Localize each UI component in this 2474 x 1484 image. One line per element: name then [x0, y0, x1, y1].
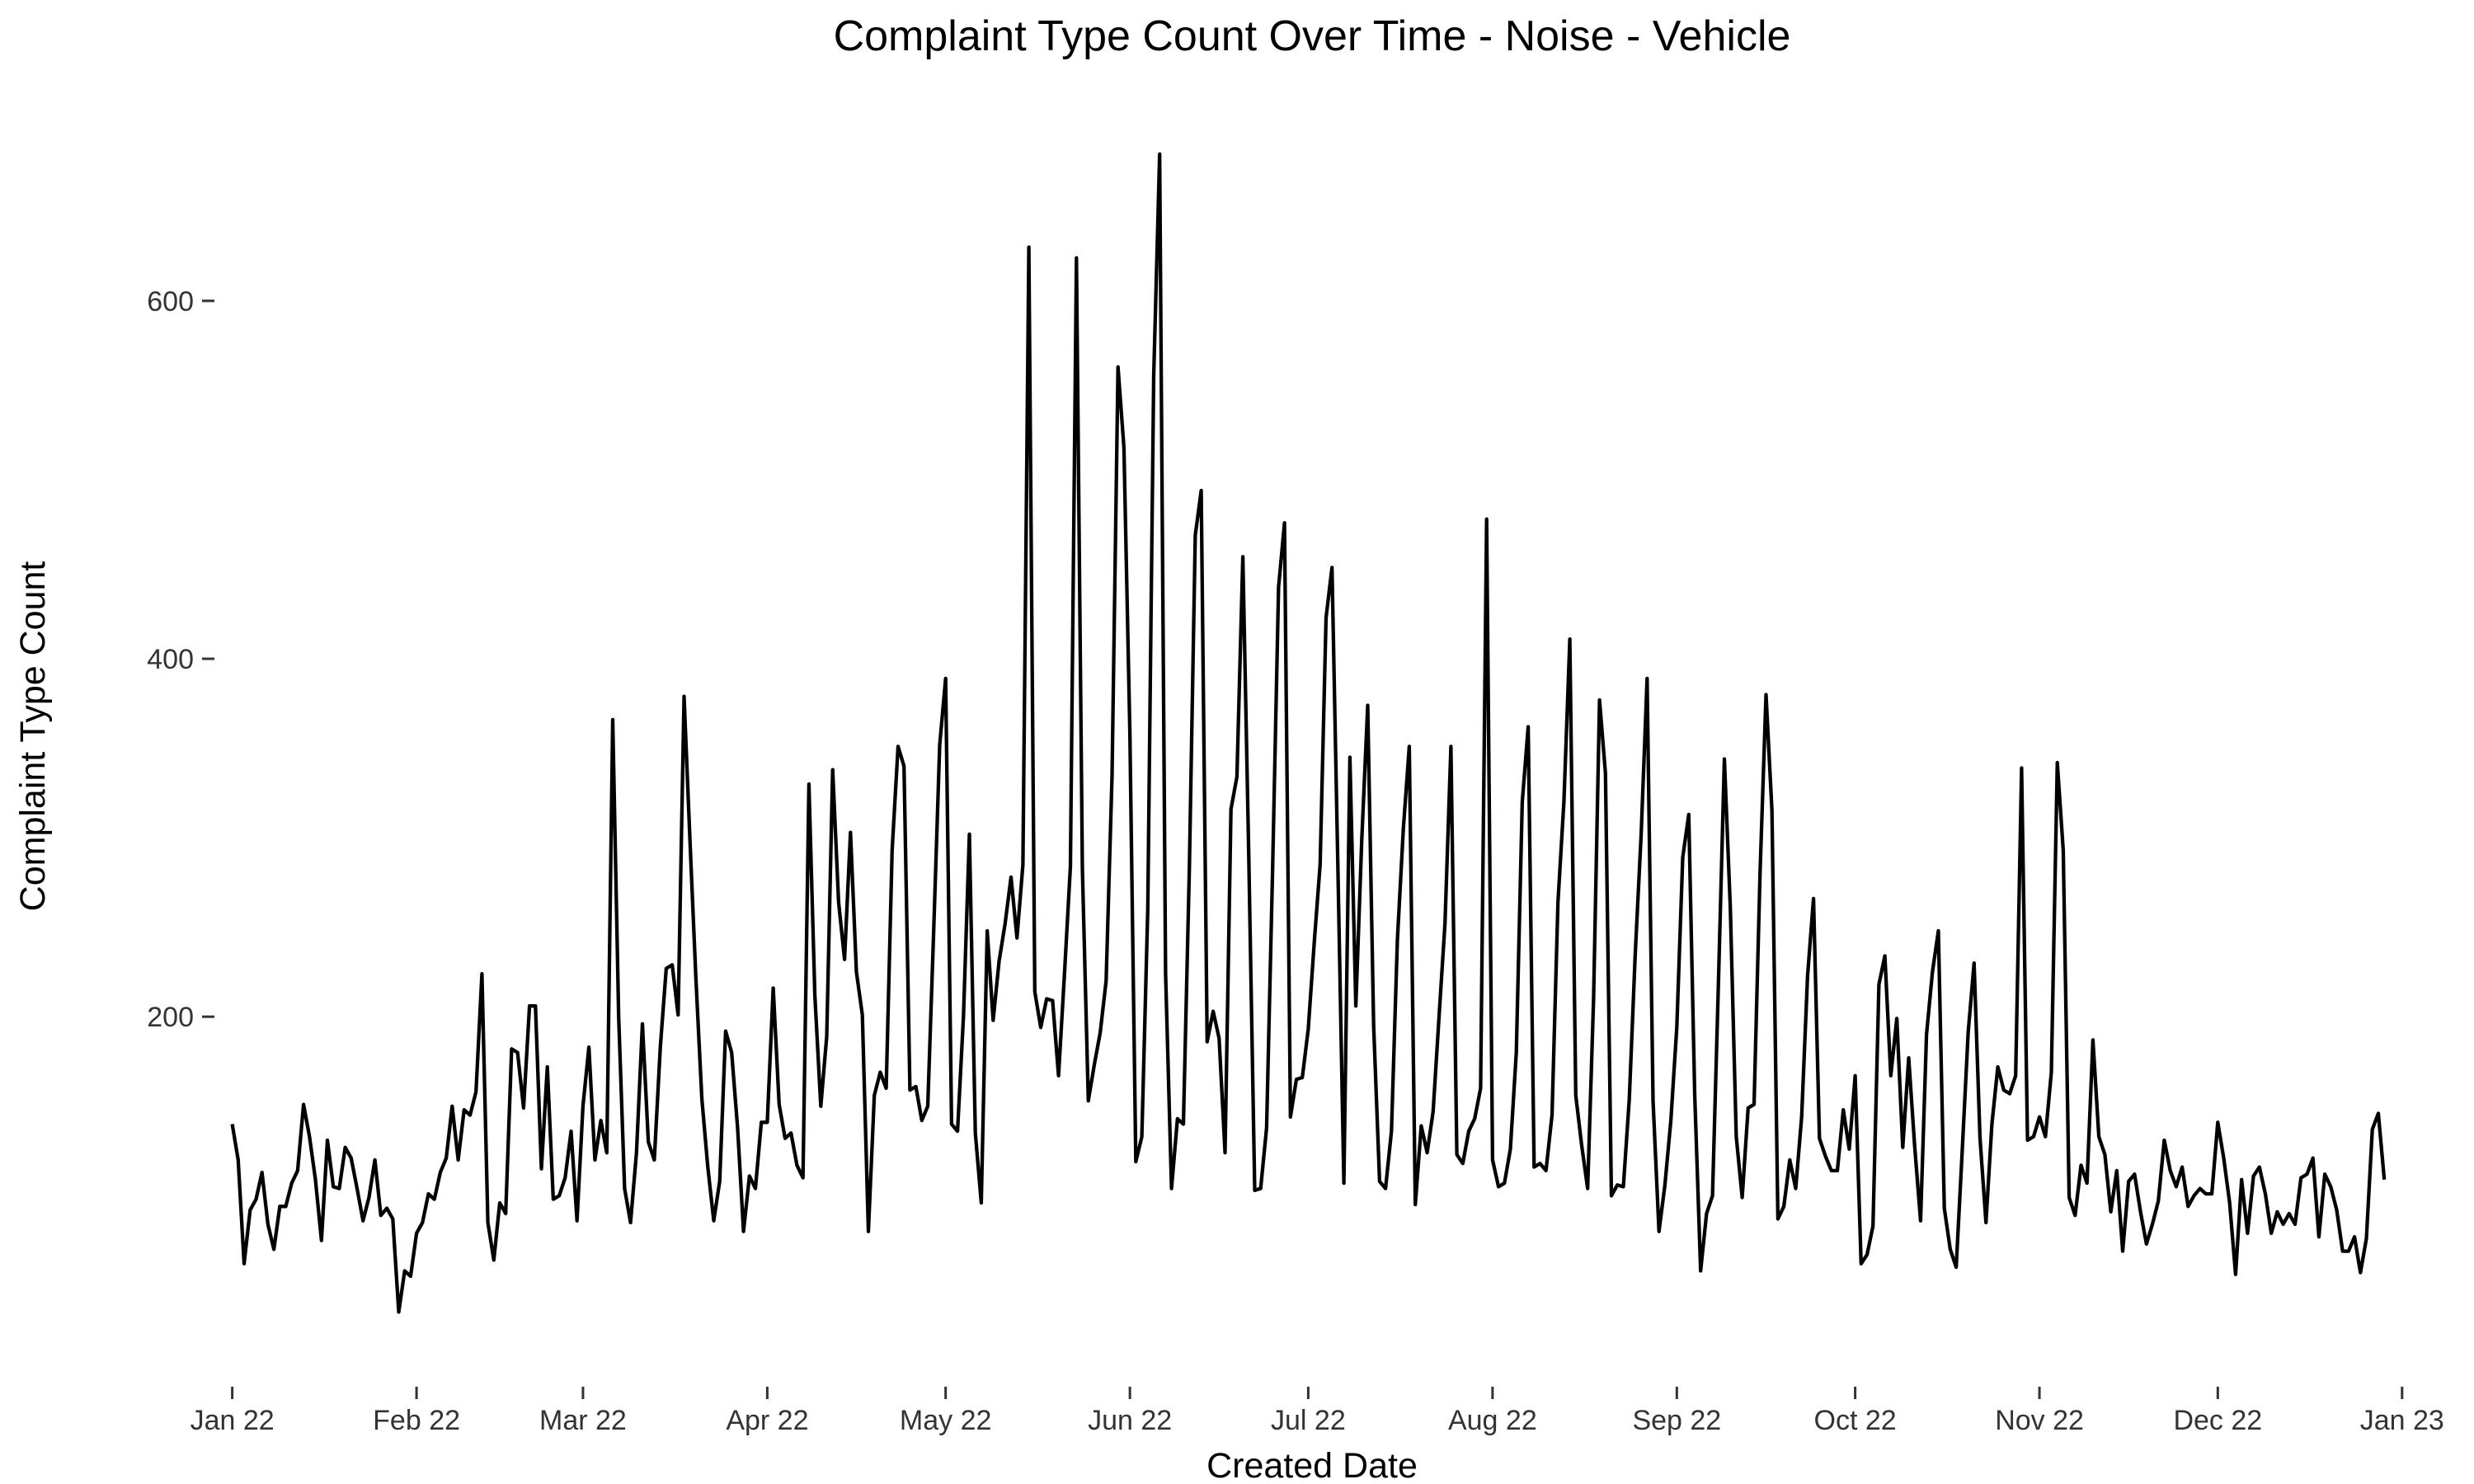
x-tick-label: May 22	[900, 1405, 992, 1436]
y-tick-label: 600	[147, 286, 194, 317]
x-tick-label: Feb 22	[373, 1405, 460, 1436]
y-tick-label: 400	[147, 644, 194, 675]
x-tick-label: Jun 22	[1088, 1405, 1172, 1436]
x-tick-label: Jan 23	[2360, 1405, 2444, 1436]
x-tick-label: Jan 22	[190, 1405, 275, 1436]
x-tick-label: Oct 22	[1814, 1405, 1897, 1436]
x-tick-label: Dec 22	[2173, 1405, 2262, 1436]
x-tick-label: Jul 22	[1271, 1405, 1346, 1436]
series-line	[230, 152, 2387, 1314]
x-tick-label: Aug 22	[1448, 1405, 1537, 1436]
y-tick-label: 200	[147, 1002, 194, 1033]
y-axis-label: Complaint Type Count	[13, 561, 53, 912]
x-tick-label: Nov 22	[1995, 1405, 2084, 1436]
y-axis: 200 400 600	[147, 286, 214, 1033]
x-tick-label: Sep 22	[1632, 1405, 1721, 1436]
x-axis: Jan 22 Feb 22 Mar 22 Apr 22 May 22 Jun 22 Jul …	[190, 1387, 2444, 1436]
chart-title: Complaint Type Count Over Time - Noise -…	[834, 12, 1791, 60]
x-axis-label: Created Date	[1206, 1446, 1418, 1484]
x-tick-label: Apr 22	[726, 1405, 808, 1436]
x-tick-label: Mar 22	[539, 1405, 627, 1436]
